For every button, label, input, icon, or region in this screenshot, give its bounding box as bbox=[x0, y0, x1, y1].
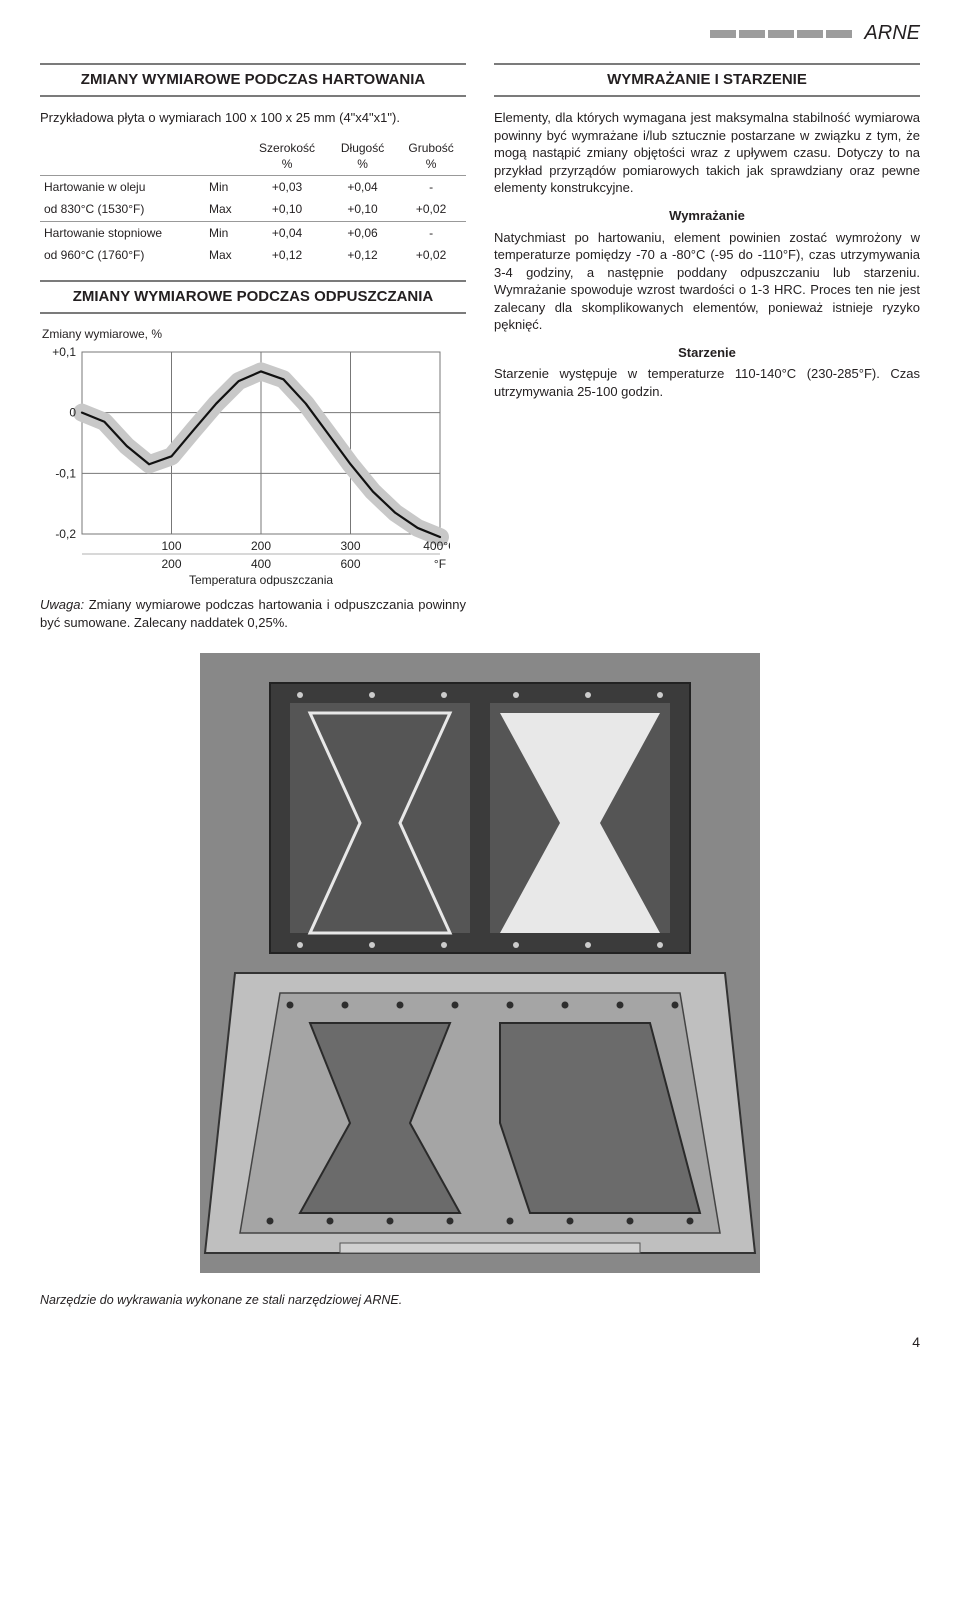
cell: - bbox=[396, 176, 466, 199]
section-title-tempering: ZMIANY WYMIAROWE PODCZAS ODPUSZCZANIA bbox=[40, 280, 466, 314]
paragraph-ageing: Starzenie występuje w temperaturze 110-1… bbox=[494, 365, 920, 400]
brand-name: ARNE bbox=[858, 20, 920, 47]
brand-stripes bbox=[710, 30, 852, 38]
svg-text:-0,2: -0,2 bbox=[55, 527, 76, 541]
brand-header: ARNE bbox=[40, 20, 920, 47]
table-row: Hartowanie stopniowe Min +0,04 +0,06 - bbox=[40, 221, 466, 244]
cell: +0,02 bbox=[396, 244, 466, 266]
cell: Min bbox=[205, 221, 245, 244]
stripe bbox=[739, 30, 765, 38]
photo-caption: Narzędzie do wykrawania wykonane ze stal… bbox=[40, 1292, 920, 1309]
section-title-hardening: ZMIANY WYMIAROWE PODCZAS HARTOWANIA bbox=[40, 63, 466, 97]
svg-text:300: 300 bbox=[340, 539, 360, 553]
cell: +0,02 bbox=[396, 198, 466, 221]
paragraph-cryo: Natychmiast po hartowaniu, element powin… bbox=[494, 229, 920, 334]
svg-text:400: 400 bbox=[251, 557, 271, 571]
chart-note: Uwaga: Zmiany wymiarowe podczas hartowan… bbox=[40, 596, 466, 631]
cell: Hartowanie stopniowe bbox=[40, 221, 205, 244]
subheading-ageing: Starzenie bbox=[494, 344, 920, 362]
cell: od 830°C (1530°F) bbox=[40, 198, 205, 221]
section-title-cryo-ageing: WYMRAŻANIE I STARZENIE bbox=[494, 63, 920, 97]
table-head: Szerokość % Długość % Grubość % bbox=[40, 137, 466, 176]
paragraph-intro: Elementy, dla których wymagana jest maks… bbox=[494, 109, 920, 197]
th-length: Długość % bbox=[329, 137, 396, 176]
page-number: 4 bbox=[40, 1333, 920, 1352]
cell: +0,04 bbox=[245, 221, 329, 244]
tool-photo bbox=[40, 653, 920, 1278]
table-row: Hartowanie w oleju Min +0,03 +0,04 - bbox=[40, 176, 466, 199]
cell: +0,12 bbox=[245, 244, 329, 266]
two-column-layout: ZMIANY WYMIAROWE PODCZAS HARTOWANIA Przy… bbox=[40, 63, 920, 631]
th-thickness: Grubość % bbox=[396, 137, 466, 176]
stripe bbox=[768, 30, 794, 38]
svg-text:°F: °F bbox=[434, 557, 446, 571]
cell: Max bbox=[205, 244, 245, 266]
table-row: od 830°C (1530°F) Max +0,10 +0,10 +0,02 bbox=[40, 198, 466, 221]
cell: Min bbox=[205, 176, 245, 199]
tempering-chart: +0,1 0 -0,1 -0,2 100 200 300 400°C 200 400 600 °F Te… bbox=[40, 346, 466, 586]
svg-text:200: 200 bbox=[161, 557, 181, 571]
cell: +0,10 bbox=[245, 198, 329, 221]
cell: - bbox=[396, 221, 466, 244]
dimension-change-table: Szerokość % Długość % Grubość % Hartowan… bbox=[40, 137, 466, 266]
example-plate-text: Przykładowa płyta o wymiarach 100 x 100 … bbox=[40, 109, 466, 127]
svg-text:400°C: 400°C bbox=[423, 539, 450, 553]
right-column: WYMRAŻANIE I STARZENIE Elementy, dla któ… bbox=[494, 63, 920, 631]
svg-text:100: 100 bbox=[161, 539, 181, 553]
cell: od 960°C (1760°F) bbox=[40, 244, 205, 266]
svg-text:Temperatura odpuszczania: Temperatura odpuszczania bbox=[189, 573, 333, 586]
cell: +0,10 bbox=[329, 198, 396, 221]
chart-y-axis-label: Zmiany wymiarowe, % bbox=[42, 326, 466, 342]
svg-text:600: 600 bbox=[340, 557, 360, 571]
th-width: Szerokość % bbox=[245, 137, 329, 176]
cell: Hartowanie w oleju bbox=[40, 176, 205, 199]
subheading-cryo: Wymrażanie bbox=[494, 207, 920, 225]
th-blank bbox=[40, 137, 205, 176]
cell: +0,12 bbox=[329, 244, 396, 266]
stripe bbox=[710, 30, 736, 38]
svg-text:+0,1: +0,1 bbox=[52, 346, 76, 359]
svg-text:0: 0 bbox=[69, 406, 76, 420]
cell: +0,06 bbox=[329, 221, 396, 244]
stripe bbox=[797, 30, 823, 38]
svg-text:-0,1: -0,1 bbox=[55, 467, 76, 481]
table-body: Hartowanie w oleju Min +0,03 +0,04 - od … bbox=[40, 176, 466, 266]
table-row: od 960°C (1760°F) Max +0,12 +0,12 +0,02 bbox=[40, 244, 466, 266]
cell: Max bbox=[205, 198, 245, 221]
cell: +0,03 bbox=[245, 176, 329, 199]
svg-text:200: 200 bbox=[251, 539, 271, 553]
cell: +0,04 bbox=[329, 176, 396, 199]
left-column: ZMIANY WYMIAROWE PODCZAS HARTOWANIA Przy… bbox=[40, 63, 466, 631]
th-blank bbox=[205, 137, 245, 176]
stripe bbox=[826, 30, 852, 38]
note-prefix: Uwaga: bbox=[40, 597, 89, 612]
note-body: Zmiany wymiarowe podczas hartowania i od… bbox=[40, 597, 466, 630]
